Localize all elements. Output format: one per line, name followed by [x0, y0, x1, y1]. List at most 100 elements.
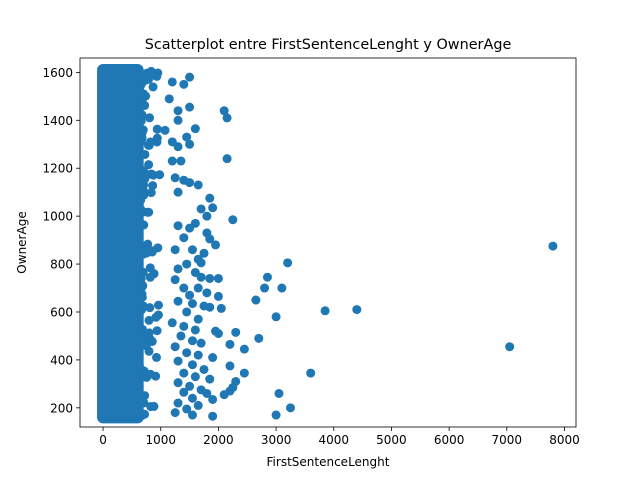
- data-point: [193, 400, 203, 410]
- data-point: [271, 312, 281, 322]
- data-point: [176, 331, 186, 341]
- data-point: [199, 364, 209, 374]
- data-point: [187, 393, 197, 403]
- data-points: [97, 63, 558, 424]
- data-point: [185, 102, 195, 112]
- x-tick-label: 5000: [376, 433, 407, 447]
- x-tick-label: 7000: [492, 433, 523, 447]
- data-point: [170, 275, 180, 285]
- data-point: [140, 391, 150, 401]
- data-point: [137, 78, 147, 88]
- data-point: [151, 312, 161, 322]
- data-point: [144, 140, 154, 150]
- data-point: [277, 283, 287, 293]
- x-axis-title: FirstSentenceLenght: [267, 455, 390, 469]
- data-point: [262, 272, 272, 282]
- data-point: [170, 245, 180, 255]
- data-point: [135, 363, 145, 373]
- data-point: [173, 296, 183, 306]
- data-point: [173, 398, 183, 408]
- data-point: [167, 77, 177, 87]
- data-point: [208, 353, 218, 363]
- data-point: [170, 342, 180, 352]
- data-point: [202, 388, 212, 398]
- data-point: [173, 187, 183, 197]
- data-point: [139, 168, 149, 178]
- data-point: [225, 361, 235, 371]
- data-point: [133, 380, 143, 390]
- data-point: [205, 273, 215, 283]
- data-point: [219, 106, 229, 116]
- data-point: [228, 215, 238, 225]
- data-point: [208, 394, 218, 404]
- data-point: [190, 124, 200, 134]
- data-point: [144, 160, 154, 170]
- x-tick-label: 6000: [434, 433, 465, 447]
- x-tick-label: 4000: [318, 433, 349, 447]
- y-tick-label: 600: [50, 305, 73, 319]
- data-point: [222, 113, 232, 123]
- data-point: [134, 302, 144, 312]
- data-point: [193, 350, 203, 360]
- data-point: [225, 339, 235, 349]
- data-point: [147, 247, 157, 257]
- data-point: [152, 71, 162, 81]
- data-point: [208, 411, 218, 421]
- data-point: [152, 124, 162, 134]
- y-tick-label: 1400: [42, 114, 73, 128]
- data-point: [135, 87, 145, 97]
- data-point: [145, 263, 155, 273]
- data-point: [274, 388, 284, 398]
- data-point: [140, 100, 150, 110]
- data-point: [202, 211, 212, 221]
- data-point: [155, 170, 165, 180]
- data-point: [190, 325, 200, 335]
- data-point: [144, 315, 154, 325]
- data-point: [187, 410, 197, 420]
- data-point: [135, 218, 145, 228]
- data-point: [196, 258, 206, 268]
- data-point: [145, 113, 155, 123]
- data-point: [187, 245, 197, 255]
- data-point: [167, 318, 177, 328]
- chart-title: Scatterplot entre FirstSentenceLenght y …: [145, 37, 512, 53]
- data-point: [185, 178, 195, 188]
- data-point: [146, 188, 156, 198]
- data-point: [179, 368, 189, 378]
- data-point: [179, 387, 189, 397]
- data-point: [148, 82, 158, 92]
- data-point: [182, 348, 192, 358]
- data-point: [185, 72, 195, 82]
- data-point: [283, 258, 293, 268]
- data-point: [187, 360, 197, 370]
- data-point: [193, 180, 203, 190]
- data-point: [213, 291, 223, 301]
- data-point: [140, 149, 150, 159]
- dense-point-cluster: [97, 63, 144, 424]
- data-point: [205, 374, 215, 384]
- data-point: [213, 273, 223, 283]
- y-tick-label: 200: [50, 401, 73, 415]
- x-tick-label: 8000: [549, 433, 580, 447]
- x-tick-label: 2000: [203, 433, 234, 447]
- data-point: [222, 154, 232, 164]
- data-point: [231, 327, 241, 337]
- data-point: [205, 302, 215, 312]
- data-point: [136, 204, 146, 214]
- data-point: [173, 221, 183, 231]
- data-point: [185, 139, 195, 149]
- data-point: [138, 371, 148, 381]
- data-point: [173, 378, 183, 388]
- data-point: [152, 326, 162, 336]
- data-point: [216, 303, 226, 313]
- data-point: [138, 187, 148, 197]
- data-point: [160, 125, 170, 135]
- data-point: [134, 311, 144, 321]
- data-point: [182, 259, 192, 269]
- data-point: [196, 272, 206, 282]
- data-point: [211, 240, 221, 250]
- data-point: [133, 272, 143, 282]
- data-point: [254, 333, 264, 343]
- data-point: [145, 369, 155, 379]
